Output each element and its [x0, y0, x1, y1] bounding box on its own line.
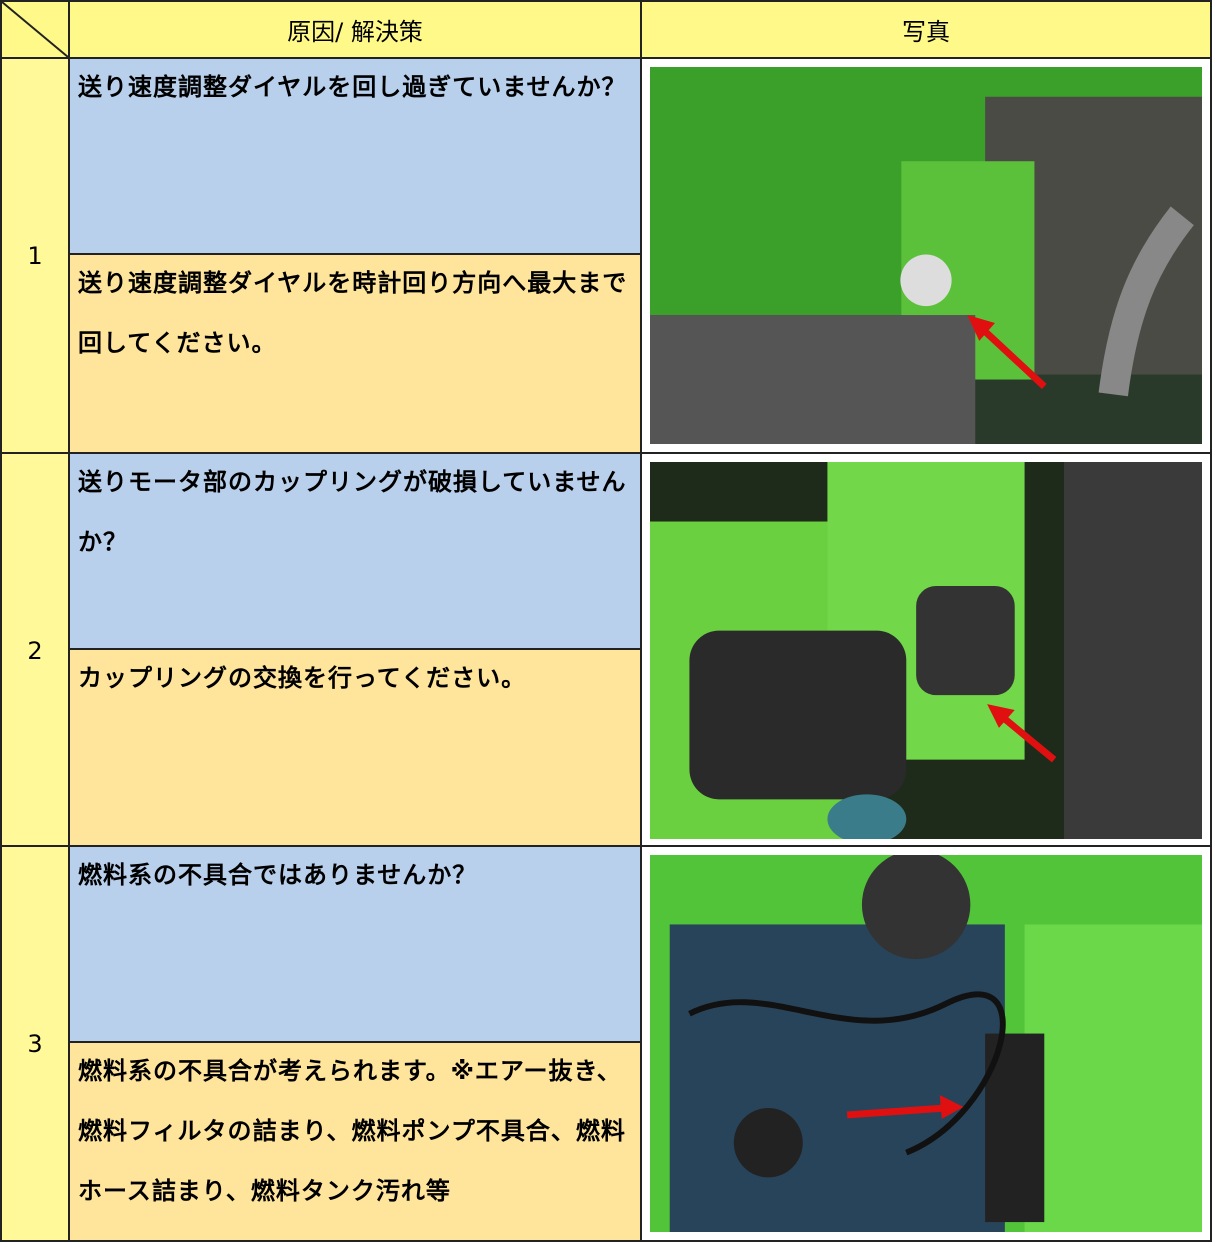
cause-cell: 送り速度調整ダイヤルを回し過ぎていませんか？	[68, 57, 642, 255]
header-cell: 原因/ 解決策	[68, 0, 642, 59]
solution-cell: 燃料系の不具合が考えられます。※エアー抜き、燃料フィルタの詰まり、燃料ポンプ不具…	[68, 1041, 642, 1242]
cause-text: 送り速度調整ダイヤルを回し過ぎていませんか？	[78, 73, 627, 101]
photo-cell	[640, 57, 1212, 454]
cause-text: 燃料系の不具合ではありませんか？	[78, 861, 478, 889]
photo-cell	[640, 452, 1212, 849]
solution-cell: 送り速度調整ダイヤルを時計回り方向へ最大まで回してください。	[68, 253, 642, 454]
photo	[650, 67, 1202, 444]
row-number: 3	[0, 845, 70, 1242]
photo-cell	[640, 845, 1212, 1242]
cause-cell: 燃料系の不具合ではありませんか？	[68, 845, 642, 1043]
row-number: 2	[0, 452, 70, 849]
header-cell: 写真	[640, 0, 1212, 59]
diagonal	[2, 2, 68, 57]
corner-cell	[0, 0, 70, 59]
photo	[650, 855, 1202, 1232]
photo	[650, 462, 1202, 839]
solution-cell: カップリングの交換を行ってください。	[68, 648, 642, 849]
cause-text: 送りモータ部のカップリングが破損していませんか？	[78, 468, 627, 556]
cause-cell: 送りモータ部のカップリングが破損していませんか？	[68, 452, 642, 650]
solution-text: カップリングの交換を行ってください。	[78, 664, 527, 692]
solution-text: 燃料系の不具合が考えられます。※エアー抜き、燃料フィルタの詰まり、燃料ポンプ不具…	[78, 1057, 626, 1205]
row-number: 1	[0, 57, 70, 454]
solution-text: 送り速度調整ダイヤルを時計回り方向へ最大まで回してください。	[78, 269, 628, 357]
